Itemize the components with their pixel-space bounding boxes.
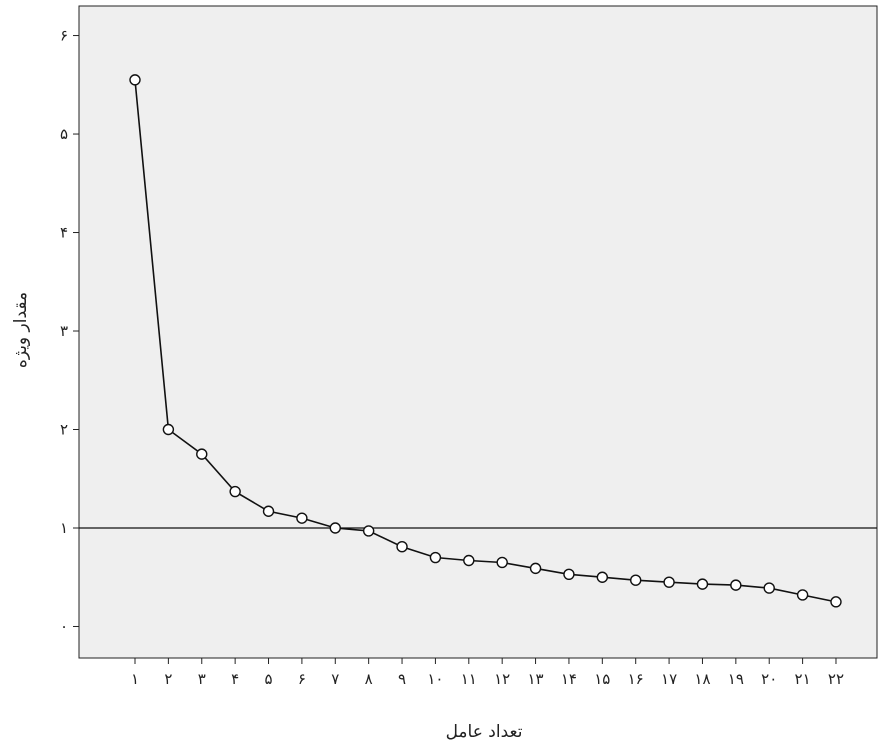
- x-tick-label: ۲۱: [795, 670, 811, 688]
- y-axis-title: مقدار ویژه: [11, 292, 31, 368]
- data-point: [730, 579, 742, 591]
- data-point: [563, 568, 575, 580]
- x-tick-label: ۳: [198, 670, 206, 688]
- x-tick-label: ۶: [298, 670, 306, 688]
- y-tick-label: ۱: [60, 519, 68, 537]
- y-tick-label: ۴: [60, 224, 68, 242]
- data-point: [830, 596, 842, 608]
- data-point: [429, 551, 442, 564]
- data-point: [396, 541, 408, 553]
- data-point: [262, 505, 275, 517]
- data-point: [796, 589, 809, 601]
- x-tick-label: ۹: [398, 670, 406, 688]
- y-tick-label: ۰: [60, 617, 68, 635]
- x-tick-label: ۱۷: [661, 670, 677, 688]
- x-tick-label: ۱۱: [461, 670, 477, 688]
- data-point: [162, 423, 175, 436]
- x-tick-label: ۱۶: [628, 670, 644, 688]
- y-tick-label: ۲: [60, 421, 68, 439]
- data-point: [463, 554, 475, 567]
- data-point: [596, 571, 609, 583]
- data-point: [329, 522, 341, 534]
- x-tick-label: ۷: [331, 670, 339, 688]
- x-tick-label: ۱: [131, 670, 139, 688]
- data-point: [362, 525, 375, 537]
- x-axis: ۱ ۲ ۳ ۴ ۵ ۶ ۷ ۸ ۹ ۱۰ ۱۱ ۱۲ ۱۳ ۱۴ ۱۵ ۱۶ ۱۷ ۱۸ ۱۹ ۲۰ ۲۱ ۲۲: [131, 658, 844, 688]
- x-tick-label: ۱۴: [561, 670, 577, 688]
- y-axis: ۰ ۱ ۲ ۳ ۴ ۵ ۶: [60, 27, 79, 635]
- data-point: [696, 578, 709, 590]
- data-point: [663, 576, 675, 588]
- data-point: [196, 448, 208, 460]
- x-axis-title: تعداد عامل: [446, 722, 523, 742]
- x-tick-label: ۱۲: [494, 670, 510, 688]
- x-tick-label: ۱۸: [694, 670, 710, 688]
- y-tick-label: ۳: [60, 322, 68, 340]
- x-tick-label: ۸: [365, 670, 373, 688]
- series-line: [134, 79, 837, 603]
- x-tick-label: ۲۰: [761, 670, 777, 688]
- x-tick-label: ۲: [164, 670, 172, 688]
- data-point: [129, 74, 141, 86]
- y-tick-label: ۶: [60, 27, 68, 45]
- x-tick-label: ۱۹: [728, 670, 744, 688]
- x-tick-label: ۱۰: [427, 670, 443, 688]
- data-point: [296, 512, 308, 524]
- data-point: [529, 562, 542, 575]
- y-tick-label: ۵: [60, 125, 68, 143]
- data-point: [630, 574, 642, 586]
- plot-area: [78, 5, 878, 659]
- x-tick-label: ۱۳: [527, 670, 543, 688]
- x-tick-label: ۱۵: [594, 670, 610, 688]
- data-point: [229, 485, 241, 498]
- data-point: [763, 582, 775, 594]
- data-point: [496, 556, 508, 569]
- x-tick-label: ۴: [231, 670, 239, 688]
- data-points: [129, 74, 842, 608]
- x-tick-label: ۵: [264, 670, 272, 688]
- x-tick-label: ۲۲: [828, 670, 844, 688]
